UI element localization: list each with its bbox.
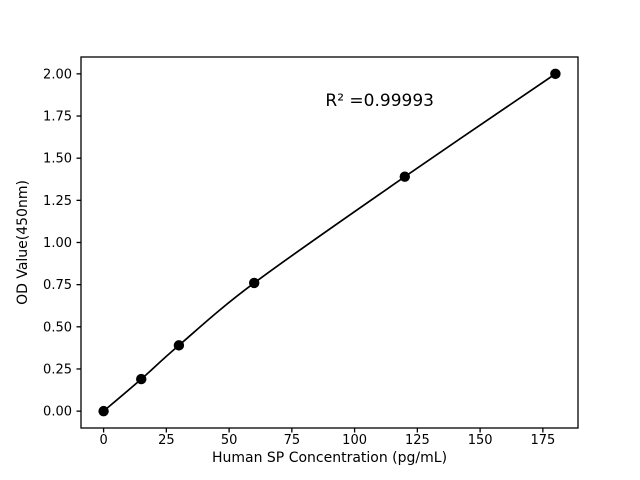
y-tick-label: 1.50 (43, 152, 72, 167)
y-tick-label: 1.75 (43, 110, 72, 125)
x-tick-label: 125 (405, 433, 430, 448)
x-tick-label: 175 (530, 433, 555, 448)
data-point (98, 405, 109, 417)
y-tick-label: 0.00 (43, 405, 72, 420)
data-point (248, 277, 260, 289)
y-tick-label: 0.50 (43, 320, 72, 335)
x-tick-label: 0 (99, 433, 107, 448)
y-tick-label: 0.75 (43, 278, 72, 293)
data-point (399, 171, 411, 182)
x-tick-label: 50 (221, 433, 238, 448)
plot-spines (80, 56, 579, 429)
x-tick-label: 100 (342, 433, 367, 448)
x-tick-label: 25 (158, 433, 175, 448)
x-tick-label: 75 (284, 433, 301, 448)
y-tick-label: 1.25 (43, 194, 72, 209)
data-point (136, 373, 147, 385)
r-squared-annotation: R² =0.99993 (325, 91, 434, 111)
y-tick-label: 0.25 (43, 362, 72, 377)
y-tick-label: 2.00 (43, 67, 72, 82)
series-curve (103, 73, 556, 412)
y-tick-label: 1.00 (43, 236, 72, 251)
x-tick-label: 150 (468, 433, 493, 448)
data-point (550, 68, 561, 80)
data-point (173, 340, 185, 351)
y-axis-label: OD Value(450nm) (15, 180, 31, 305)
x-axis-label: Human SP Concentration (pg/mL) (212, 450, 447, 466)
